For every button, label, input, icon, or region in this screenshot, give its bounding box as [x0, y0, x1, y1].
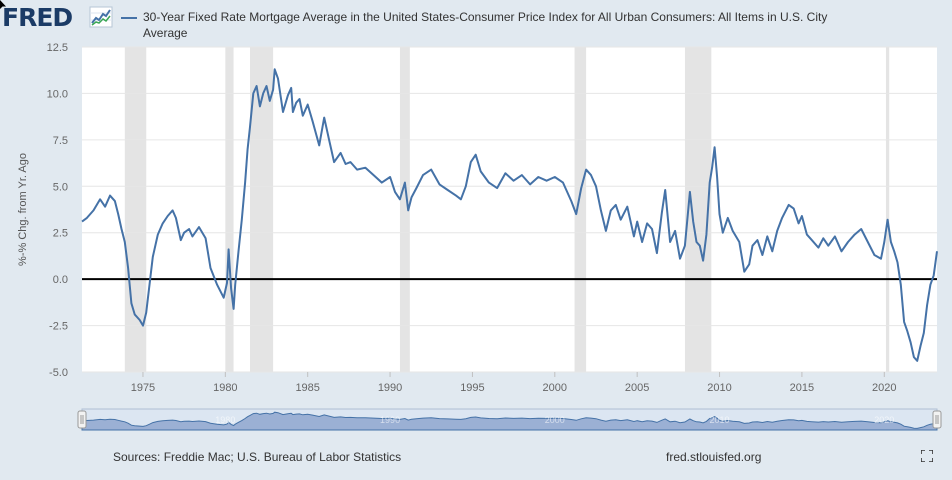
series-line[interactable]	[81, 68, 938, 362]
navigator-tick-label: 1980	[215, 415, 235, 425]
x-tick-label: 2020	[872, 382, 896, 394]
legend-series-label: 30-Year Fixed Rate Mortgage Average in t…	[143, 10, 828, 40]
x-tick-label: 2005	[625, 382, 649, 394]
plot-area	[82, 47, 937, 372]
trend-chart-icon	[89, 6, 113, 28]
x-tick-label: 1995	[460, 382, 484, 394]
y-tick-label: -2.5	[49, 321, 68, 333]
navigator[interactable]: 1980 1990 2000 2010 2020	[77, 408, 942, 431]
navigator-tick-label: 2020	[874, 415, 894, 425]
navigator-series	[81, 411, 938, 431]
x-tick-label: 1990	[378, 382, 402, 394]
navigator-tick-label: 1990	[380, 415, 400, 425]
y-axis-ticks: 12.5 10.0 7.5 5.0 2.5 0.0 -2.5 -5.0	[47, 42, 68, 379]
recession-band	[574, 47, 587, 372]
x-tick-label: 2000	[543, 382, 567, 394]
recession-band	[885, 47, 890, 372]
x-tick-label: 1980	[213, 382, 237, 394]
navigator-tick-label: 2010	[710, 415, 730, 425]
y-tick-label: 10.0	[47, 88, 68, 100]
x-axis-ticks: 1975 1980 1985 1990 1995 2000 2005 2010 2015 2020	[131, 372, 897, 394]
y-tick-label: 5.0	[53, 181, 68, 193]
x-tick-label: 1975	[131, 382, 155, 394]
x-tick-label: 2010	[707, 382, 731, 394]
y-tick-label: -5.0	[49, 367, 68, 379]
recession-band	[250, 47, 274, 372]
fred-logo[interactable]: FRED	[2, 3, 73, 32]
y-tick-label: 2.5	[53, 228, 68, 240]
mouse-cursor-icon	[0, 0, 6, 9]
y-tick-label: 0.0	[53, 274, 68, 286]
recession-band	[399, 47, 410, 372]
recession-band	[684, 47, 712, 372]
navigator-handle-left[interactable]	[77, 410, 87, 429]
navigator-tick-label: 2000	[545, 415, 565, 425]
fullscreen-icon[interactable]	[921, 450, 933, 462]
y-tick-label: 12.5	[47, 42, 68, 54]
header: FRED 30-Year Fixed Rate Mortgage Average…	[0, 0, 952, 44]
fred-url-link[interactable]: fred.stlouisfed.org	[666, 450, 762, 464]
x-tick-label: 2015	[790, 382, 814, 394]
x-tick-label: 1985	[295, 382, 319, 394]
legend-series-swatch	[121, 17, 137, 19]
sources-text: Sources: Freddie Mac; U.S. Bureau of Lab…	[113, 450, 402, 464]
chart-legend[interactable]: 30-Year Fixed Rate Mortgage Average in t…	[121, 9, 841, 41]
y-tick-label: 7.5	[53, 135, 68, 147]
y-axis-title: %-% Chg. from Yr. Ago	[17, 153, 29, 266]
recession-band	[225, 47, 234, 372]
navigator-handle-right[interactable]	[932, 410, 942, 429]
